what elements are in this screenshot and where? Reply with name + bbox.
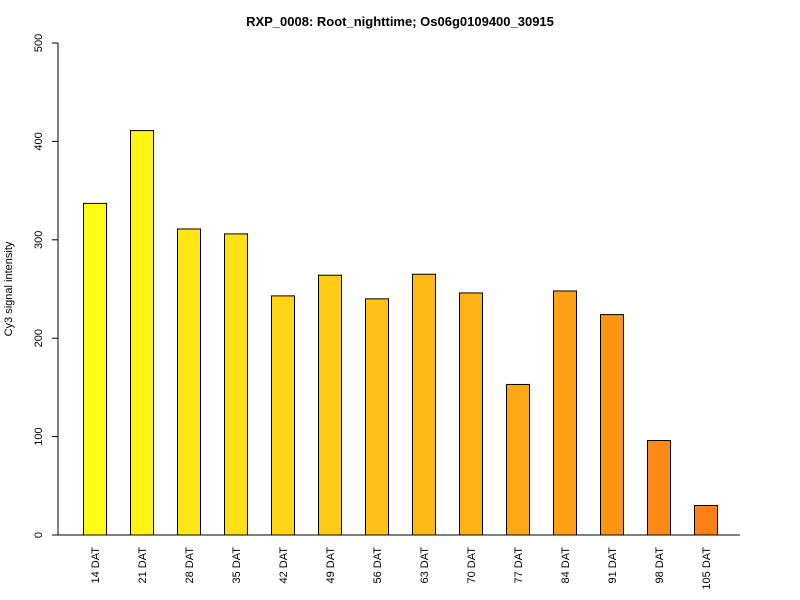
x-tick-label: 63 DAT bbox=[419, 547, 431, 584]
x-tick-label: 35 DAT bbox=[231, 547, 243, 584]
bar-35-dat bbox=[224, 233, 248, 536]
x-tick-label: 56 DAT bbox=[372, 547, 384, 584]
x-tick-label: 105 DAT bbox=[701, 547, 713, 590]
bar-98-dat bbox=[647, 440, 671, 536]
x-tick-label: 28 DAT bbox=[184, 547, 196, 584]
bars-group bbox=[83, 130, 718, 536]
x-tick-labels: 14 DAT 21 DAT 28 DAT 35 DAT 42 DAT 49 DAT 56 D… bbox=[90, 547, 713, 590]
y-tick-label: 400 bbox=[33, 132, 45, 150]
bar-14-dat bbox=[83, 202, 107, 536]
y-tick-label: 300 bbox=[33, 231, 45, 249]
bar-105-dat bbox=[694, 504, 718, 536]
bar-28-dat bbox=[177, 228, 201, 536]
bar-56-dat bbox=[365, 298, 389, 536]
chart-title: RXP_0008: Root_nighttime; Os06g0109400_3… bbox=[246, 14, 554, 29]
bar-42-dat bbox=[271, 295, 295, 536]
bar-84-dat bbox=[553, 290, 577, 536]
x-tick-label: 21 DAT bbox=[137, 547, 149, 584]
y-axis-label: Cy3 signal intensity bbox=[3, 241, 15, 336]
x-tick-label: 70 DAT bbox=[466, 547, 478, 584]
y-tick-label: 0 bbox=[33, 532, 45, 538]
bar-91-dat bbox=[600, 314, 624, 536]
x-tick-label: 42 DAT bbox=[278, 547, 290, 584]
bar-63-dat bbox=[412, 273, 436, 536]
x-tick-label: 77 DAT bbox=[513, 547, 525, 584]
x-tick-label: 84 DAT bbox=[560, 547, 572, 584]
bar-21-dat bbox=[130, 130, 154, 536]
y-axis: 0 100 200 300 400 500 bbox=[33, 34, 59, 538]
y-tick-label: 200 bbox=[33, 329, 45, 347]
bar-49-dat bbox=[318, 274, 342, 536]
x-tick-label: 98 DAT bbox=[654, 547, 666, 584]
x-tick-label: 91 DAT bbox=[607, 547, 619, 584]
bar-77-dat bbox=[506, 383, 530, 536]
y-tick-label: 100 bbox=[33, 427, 45, 445]
bar-70-dat bbox=[459, 292, 483, 536]
x-tick-label: 49 DAT bbox=[325, 547, 337, 584]
y-tick-label: 500 bbox=[33, 34, 45, 52]
x-tick-label: 14 DAT bbox=[90, 547, 102, 584]
